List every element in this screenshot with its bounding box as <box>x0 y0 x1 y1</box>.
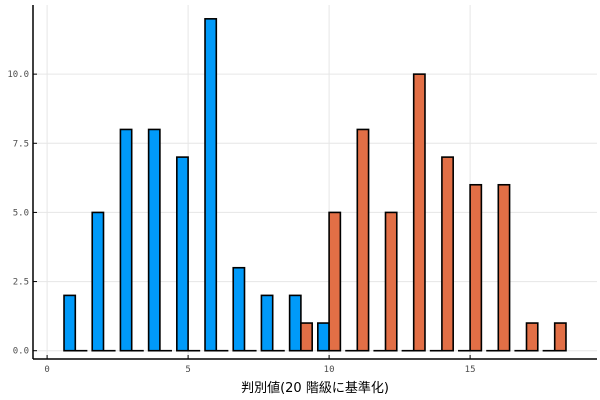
bar-series1 <box>63 294 77 352</box>
bar-series2 <box>328 211 342 352</box>
bar-series2 <box>412 73 426 352</box>
bars-layer <box>63 18 567 352</box>
bar-series2 <box>525 322 539 352</box>
x-tick-label: 10 <box>324 365 335 375</box>
bar-series2 <box>356 128 370 352</box>
bar-series1 <box>288 294 302 352</box>
y-tick-label: 10.0 <box>7 70 29 80</box>
bar-series2 <box>497 183 511 352</box>
bar-series2 <box>553 322 567 352</box>
y-tick-label: 5.0 <box>13 208 29 218</box>
bar-series1 <box>119 128 133 352</box>
bar-series1 <box>317 322 330 352</box>
y-tick-label: 0.0 <box>13 347 29 357</box>
bar-series1 <box>91 211 105 352</box>
x-tick-label: 0 <box>44 365 49 375</box>
bar-series1 <box>260 294 274 352</box>
x-tick-label: 15 <box>465 365 476 375</box>
y-tick-label: 7.5 <box>13 139 29 149</box>
bar-series1 <box>176 156 189 352</box>
axes-layer <box>32 5 597 360</box>
x-tick-label: 5 <box>185 365 190 375</box>
bar-series2 <box>300 322 313 352</box>
bar-series1 <box>147 128 161 352</box>
y-tick-label: 2.5 <box>13 278 29 288</box>
bar-series1 <box>232 266 246 352</box>
bar-series1 <box>204 18 218 352</box>
bar-series2 <box>469 183 483 352</box>
tick-labels-layer: 0 5 10 15 0.0 2.5 5.0 7.5 10.0 <box>7 70 475 375</box>
bar-series2 <box>384 211 398 352</box>
bar-series2 <box>441 156 454 352</box>
x-axis-label: 判別値(20 階級に基準化) <box>241 380 389 396</box>
